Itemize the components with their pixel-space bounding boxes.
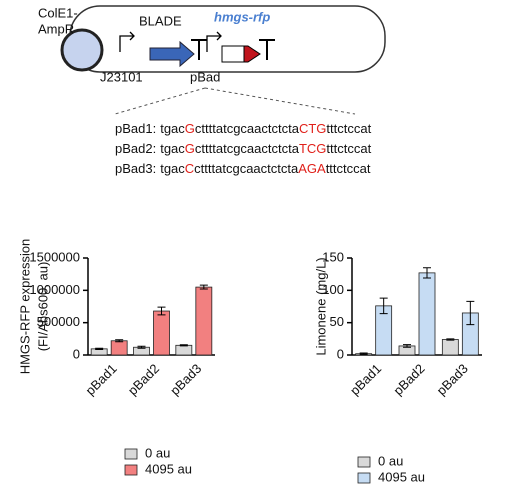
sequence-segment: TCG — [299, 141, 326, 156]
error-bar — [199, 284, 208, 290]
y-tick-label: 0 — [73, 346, 80, 361]
sequence-segment: cttttatcgcaactctcta — [194, 161, 299, 176]
origin-circle — [60, 28, 104, 72]
legend-label: 0 au — [378, 453, 403, 468]
promoter-label: J23101 — [100, 69, 143, 84]
gene-label: hmgs-rfp — [214, 9, 270, 24]
legend-label: 4095 au — [145, 461, 192, 476]
sequence-segment: cttttatcgcaactctcta — [195, 121, 300, 136]
legend-label: 0 au — [145, 445, 170, 460]
terminator2 — [259, 39, 275, 60]
y-axis-label: HMGS-RFP expression — [17, 239, 32, 375]
rbs-box — [221, 45, 245, 63]
terminator1 — [191, 39, 207, 60]
sequence-segment: tttctccat — [326, 141, 371, 156]
y-tick-label: 0 — [337, 346, 344, 361]
legend-swatch — [124, 464, 138, 476]
y-axis-label: Limonene (mg/L) — [313, 257, 328, 355]
x-tick-label: pBad2 — [390, 361, 427, 398]
sequence-segment: tgac — [160, 141, 185, 156]
sequence-segment: G — [185, 141, 195, 156]
y-axis-label: (FI/Abs600, au) — [35, 262, 50, 352]
x-tick-label: pBad3 — [167, 361, 204, 398]
rfp-arrow — [243, 45, 261, 63]
sequence-segment: CTG — [299, 121, 326, 136]
legend-swatch — [357, 472, 371, 484]
y-tick-label: 50 — [330, 314, 344, 329]
sequence-segment: tgac — [160, 161, 185, 176]
error-bar — [423, 267, 431, 279]
sequence-segment: cttttatcgcaactctcta — [195, 141, 300, 156]
error-bar — [95, 347, 104, 351]
sequence-line: pBad3: tgacCcttttatcgcaactctctaAGAtttctcc… — [115, 161, 371, 176]
zoom-lines — [114, 87, 356, 115]
bar — [153, 310, 170, 356]
y-tick-label: 1000000 — [29, 282, 80, 297]
origin-label: AmpR — [38, 21, 74, 36]
origin-label: ColE1- — [38, 5, 78, 20]
y-tick-label: 1500000 — [29, 249, 80, 264]
bar — [175, 344, 193, 356]
legend-swatch — [124, 448, 138, 460]
error-bar — [403, 344, 411, 348]
sequence-segment: tttctccat — [326, 161, 371, 176]
error-bar — [115, 339, 124, 343]
error-bar — [446, 338, 455, 341]
bar — [195, 286, 213, 356]
error-bar — [379, 297, 388, 315]
y-tick-label: 150 — [322, 249, 344, 264]
sequence-segment: C — [185, 161, 194, 176]
x-tick-label: pBad1 — [83, 361, 120, 398]
x-tick-label: pBad3 — [434, 361, 471, 398]
sequence-label: pBad1: — [115, 121, 156, 136]
error-bar — [179, 344, 188, 347]
sequence-line: pBad1: tgacGcttttatcgcaactctctaCTGtttctcc… — [115, 121, 372, 136]
blade-arrow — [149, 40, 195, 68]
sequence-line: pBad2: tgacGcttttatcgcaactctctaTCGtttctcc… — [115, 141, 372, 156]
sequence-label: pBad3: — [115, 161, 156, 176]
gene-label: BLADE — [139, 13, 182, 28]
error-bar — [359, 352, 368, 355]
sequence-segment: AGA — [298, 161, 326, 176]
x-tick-label: pBad2 — [125, 361, 162, 398]
y-tick-label: 500000 — [37, 314, 80, 329]
y-tick-label: 100 — [322, 282, 344, 297]
sequence-label: pBad2: — [115, 141, 156, 156]
error-bar — [137, 345, 146, 349]
promoter2-arrow — [206, 31, 222, 52]
promoter-label: pBad — [190, 69, 220, 84]
x-tick-label: pBad1 — [347, 361, 384, 398]
bar — [441, 339, 459, 356]
error-bar — [466, 300, 475, 326]
legend-swatch — [357, 456, 371, 468]
sequence-segment: G — [185, 121, 195, 136]
sequence-segment: tgac — [160, 121, 185, 136]
bar — [418, 272, 436, 356]
promoter1-arrow — [119, 31, 135, 52]
bar — [110, 340, 128, 356]
error-bar — [157, 306, 166, 316]
sequence-segment: tttctccat — [326, 121, 371, 136]
legend-label: 4095 au — [378, 469, 425, 484]
